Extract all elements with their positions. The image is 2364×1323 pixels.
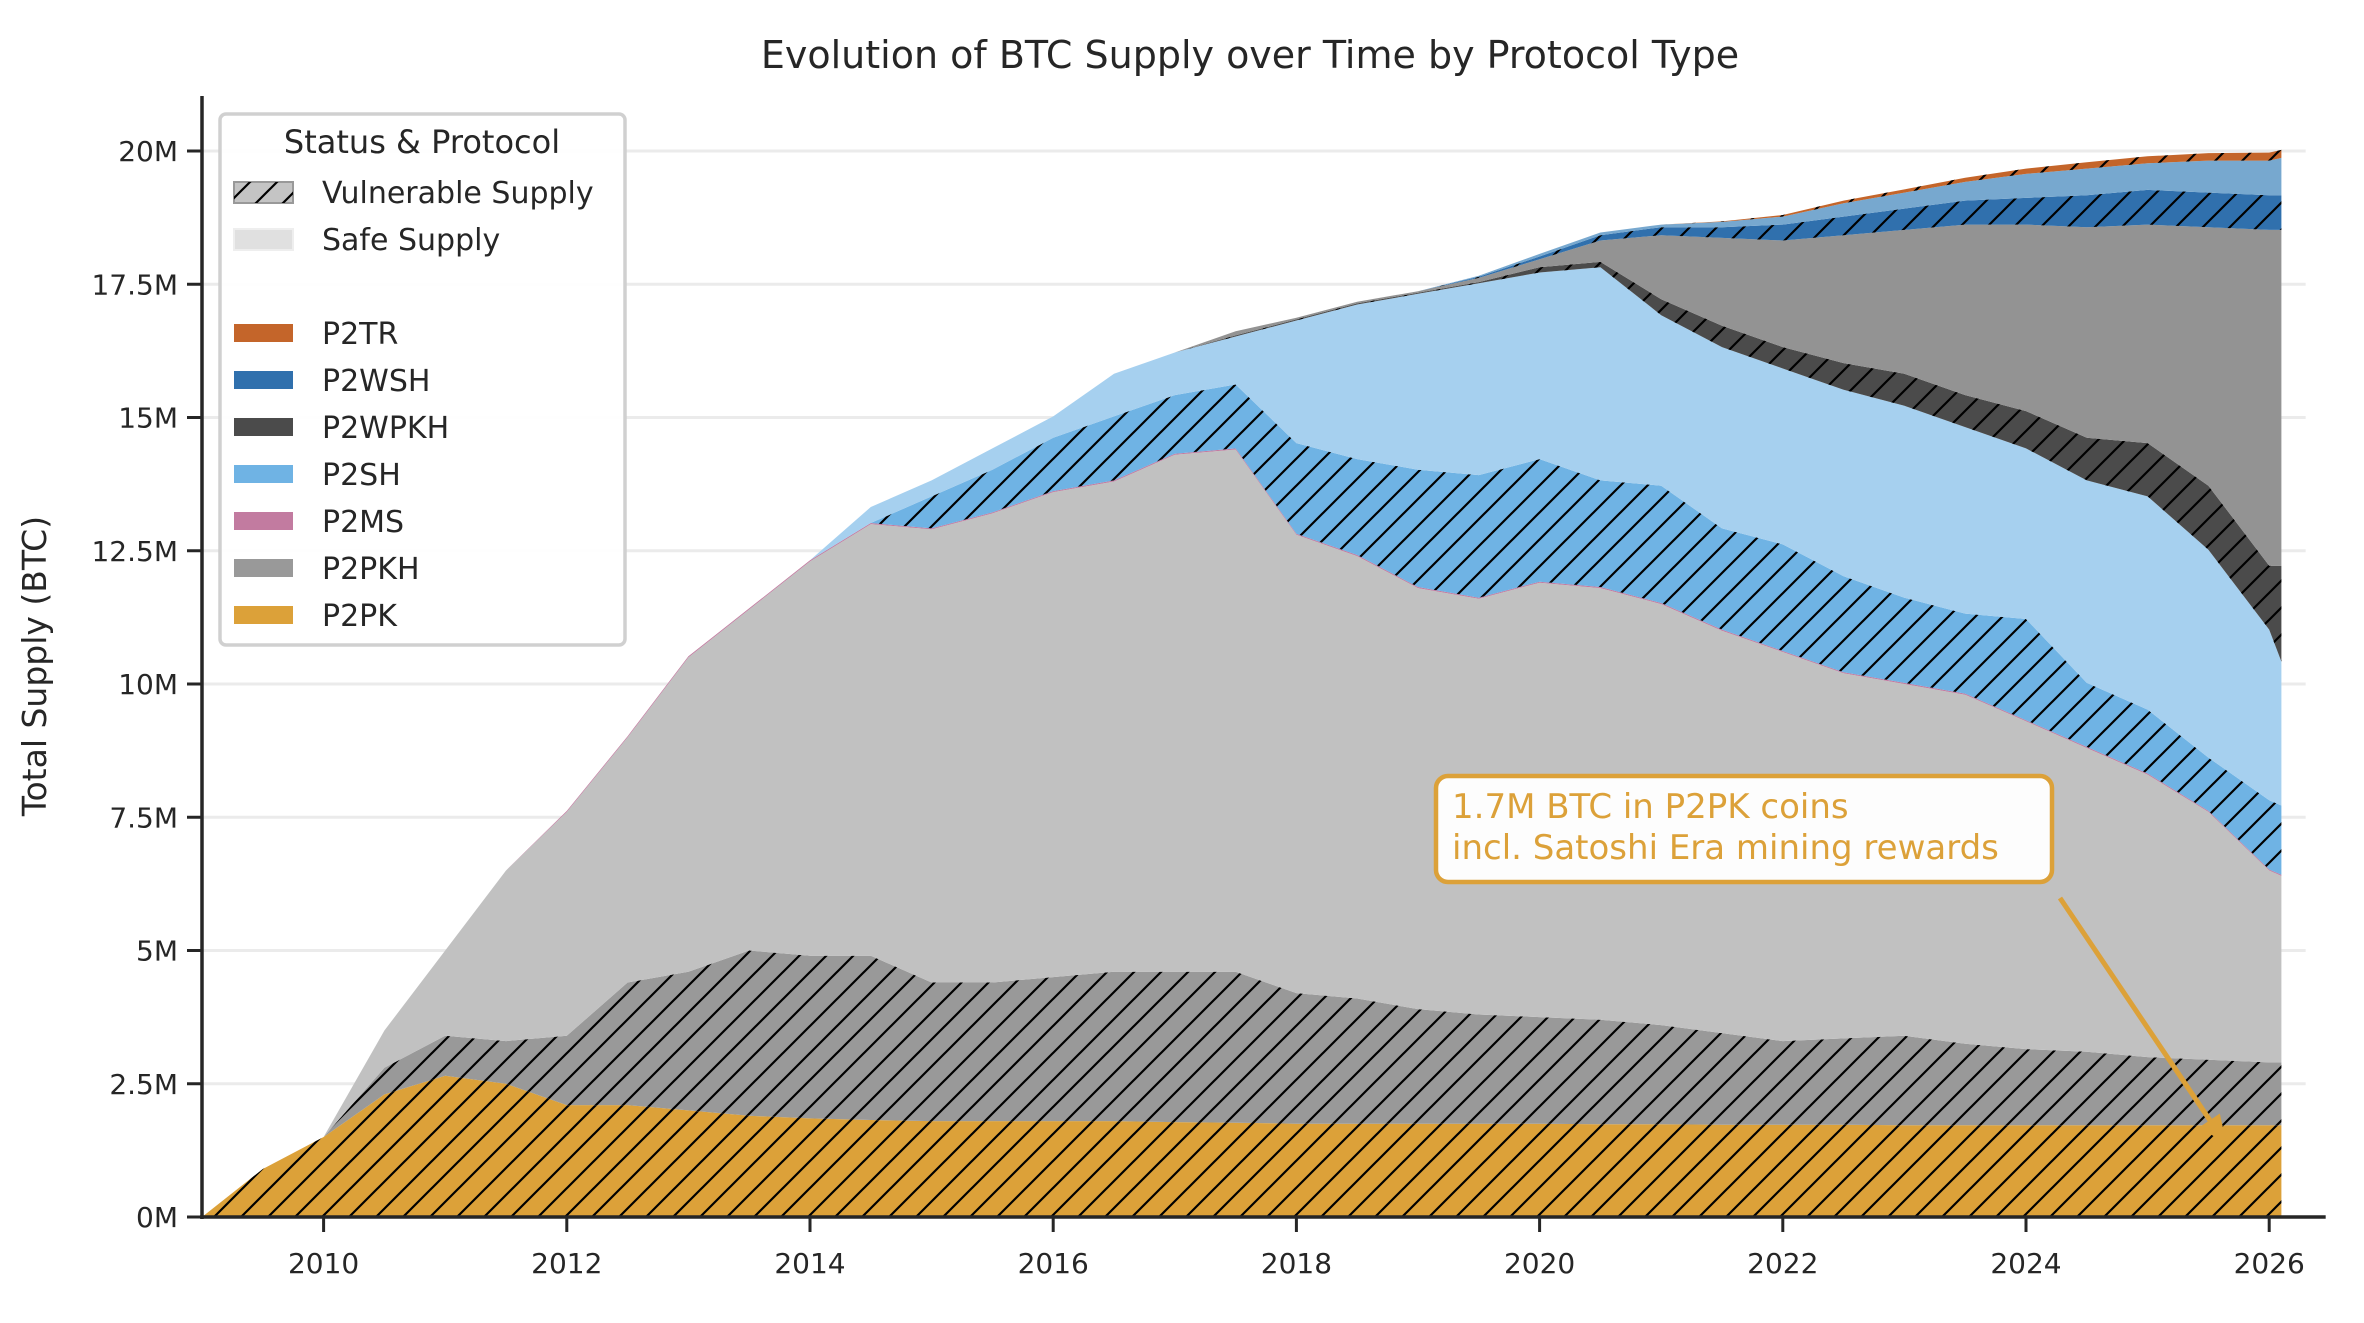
y-tick-label: 12.5M xyxy=(91,535,178,568)
legend-swatch-p2sh xyxy=(234,465,293,483)
x-tick-label: 2026 xyxy=(2234,1247,2305,1280)
legend-swatch-p2wpkh xyxy=(234,418,293,436)
legend-swatch-safe xyxy=(233,228,294,251)
y-axis-label: Total Supply (BTC) xyxy=(15,516,54,817)
x-tick-label: 2022 xyxy=(1747,1247,1818,1280)
y-tick-label: 2.5M xyxy=(109,1068,178,1101)
y-tick-label: 15M xyxy=(118,402,178,435)
x-tick-label: 2024 xyxy=(1990,1247,2061,1280)
legend: Status & Protocol Vulnerable Supply Safe S… xyxy=(218,112,627,647)
area-p2sh-vulnerable-hatch xyxy=(202,384,2282,1217)
legend-swatch-hatch xyxy=(234,182,293,203)
y-tick-label: 10M xyxy=(118,668,178,701)
legend-label: P2SH xyxy=(322,458,401,493)
legend-label: P2PK xyxy=(322,599,398,634)
y-tick-label: 5M xyxy=(136,935,178,968)
x-tick-label: 2018 xyxy=(1261,1247,1332,1280)
x-tick-label: 2016 xyxy=(1018,1247,1089,1280)
x-tick-label: 2020 xyxy=(1504,1247,1575,1280)
x-tick-label: 2012 xyxy=(531,1247,602,1280)
annotation-text: incl. Satoshi Era mining rewards xyxy=(1452,828,1999,868)
areas xyxy=(202,149,2282,1218)
x-tick-label: 2014 xyxy=(774,1247,845,1280)
annotation-arrow-head xyxy=(2199,1113,2227,1146)
legend-label: Vulnerable Supply xyxy=(322,176,594,211)
legend-label: Safe Supply xyxy=(322,223,500,258)
y-tick-label: 7.5M xyxy=(109,801,178,834)
legend-title: Status & Protocol xyxy=(284,123,560,161)
legend-swatch-p2pkh xyxy=(234,559,293,577)
annotation-arrow-shaft xyxy=(2057,896,2212,1122)
area-p2pkh-safe xyxy=(202,449,2282,1217)
legend-swatch-p2tr xyxy=(234,324,293,342)
y-tick-label: 20M xyxy=(118,135,178,168)
legend-swatch-p2wsh xyxy=(234,371,293,389)
legend-label: P2TR xyxy=(322,317,398,352)
y-tick-label: 17.5M xyxy=(91,268,178,301)
legend-label: P2PKH xyxy=(322,552,420,587)
x-tick-label: 2010 xyxy=(288,1247,359,1280)
area-p2sh-safe xyxy=(202,267,2282,1217)
legend-label: P2WPKH xyxy=(322,411,449,446)
y-tick-label: 0M xyxy=(136,1201,178,1234)
legend-label: P2MS xyxy=(322,505,404,540)
area-p2pk-vulnerable-hatch xyxy=(202,1075,2282,1217)
legend-label: P2WSH xyxy=(322,364,430,399)
area-p2wpkh-safe xyxy=(202,224,2282,1218)
legend-swatch-p2ms xyxy=(234,512,293,530)
legend-frame xyxy=(218,112,627,647)
axes: 0M 2.5M 5M 7.5M 10M 12.5M 15M 17.5M 20M 2010 2012 2… xyxy=(91,96,2326,1280)
chart-title: Evolution of BTC Supply over Time by Pro… xyxy=(761,33,1739,77)
annotation-text: 1.7M BTC in P2PK coins xyxy=(1452,787,1849,827)
annotation-box xyxy=(1433,773,2055,885)
area-p2pkh-vulnerable-hatch xyxy=(202,950,2282,1217)
legend-swatch-p2pk xyxy=(234,606,293,624)
